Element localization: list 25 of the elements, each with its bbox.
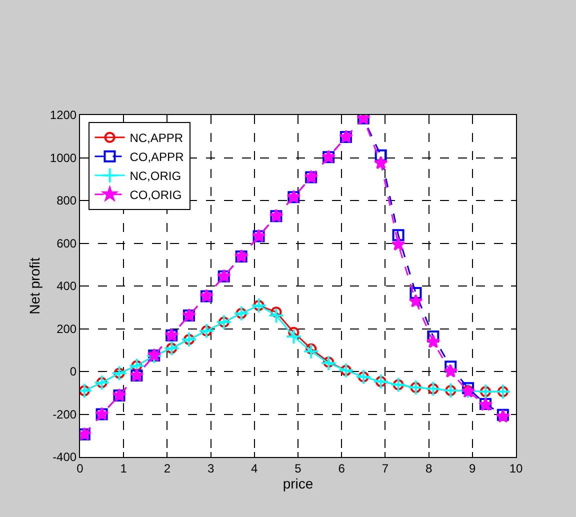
x-tick-label: 7 <box>382 461 389 476</box>
y-axis-title: Net profit <box>26 257 42 314</box>
x-axis-title: price <box>282 476 314 492</box>
y-tick-label: 1000 <box>50 150 77 165</box>
x-tick-label: 2 <box>164 461 171 476</box>
legend-label: NC,APPR <box>130 131 184 146</box>
legend-label: CO,ORIG <box>130 188 182 202</box>
x-tick-label: 3 <box>207 461 214 476</box>
x-tick-label: 4 <box>251 461 258 476</box>
x-tick-label: 10 <box>509 461 523 476</box>
x-tick-label: 8 <box>425 461 432 476</box>
x-tick-label: 5 <box>294 461 302 476</box>
x-tick-label: 9 <box>469 461 476 476</box>
x-tick-label: 1 <box>120 461 128 476</box>
y-tick-label: 1200 <box>50 108 77 122</box>
legend-label: NC,ORIG <box>130 169 182 184</box>
y-tick-label: 0 <box>70 364 77 379</box>
y-tick-label: 200 <box>56 322 77 336</box>
y-tick-label: 400 <box>56 279 77 294</box>
y-tick-label: 800 <box>56 194 77 208</box>
y-tick-label: -200 <box>52 407 77 422</box>
legend-label: CO,APPR <box>130 150 184 164</box>
y-tick-label: 600 <box>56 236 77 250</box>
y-tick-label: -400 <box>52 450 77 464</box>
x-tick-label: 6 <box>338 461 346 476</box>
